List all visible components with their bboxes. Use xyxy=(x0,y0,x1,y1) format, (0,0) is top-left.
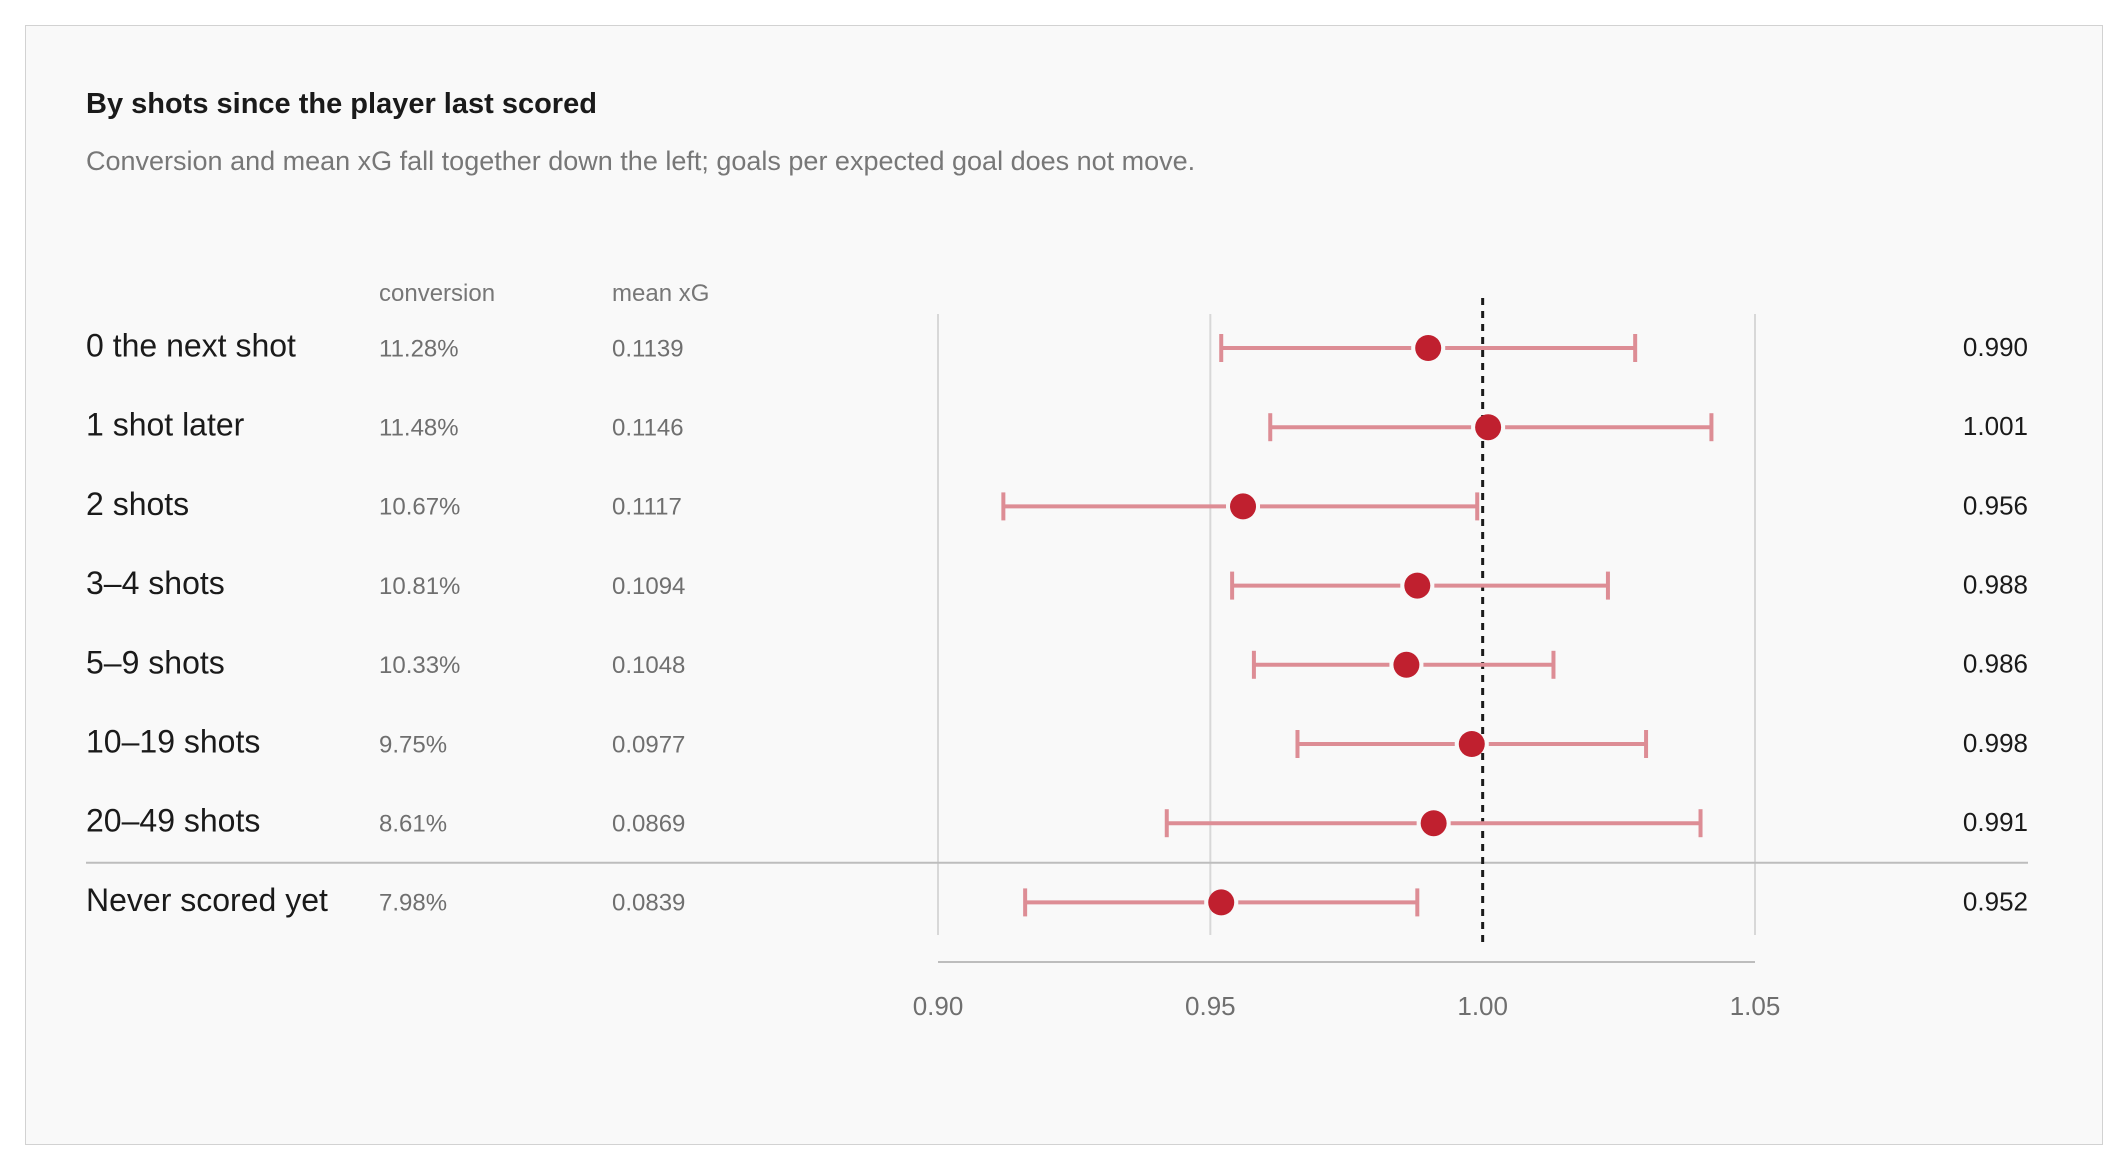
ratio-value: 0.990 xyxy=(1963,332,2028,362)
row-label: 5–9 shots xyxy=(86,644,225,680)
row-label: Never scored yet xyxy=(86,882,328,918)
ratio-value: 0.986 xyxy=(1963,649,2028,679)
mean-xg-value: 0.1117 xyxy=(612,494,682,521)
row-label: 3–4 shots xyxy=(86,565,225,601)
point-estimate xyxy=(1458,731,1485,757)
mean-xg-value: 0.1048 xyxy=(612,652,685,679)
point-estimate xyxy=(1230,493,1257,520)
mean-xg-column-header: mean xG xyxy=(612,280,710,307)
point-estimate xyxy=(1420,810,1447,837)
point-estimate xyxy=(1415,335,1442,361)
point-estimate xyxy=(1208,889,1235,916)
row-label: 1 shot later xyxy=(86,407,245,443)
mean-xg-value: 0.1146 xyxy=(612,415,684,442)
chart-subtitle: Conversion and mean xG fall together dow… xyxy=(86,146,1196,176)
conversion-value: 11.48% xyxy=(379,415,459,442)
row-label: 10–19 shots xyxy=(86,723,260,759)
conversion-value: 10.67% xyxy=(379,494,460,521)
ratio-value: 0.988 xyxy=(1963,569,2028,599)
point-estimate xyxy=(1475,414,1502,441)
mean-xg-value: 0.1094 xyxy=(612,573,685,600)
conversion-value: 11.28% xyxy=(379,335,459,362)
row-label: 20–49 shots xyxy=(86,803,260,839)
mean-xg-value: 0.0839 xyxy=(612,890,685,917)
ratio-value: 1.001 xyxy=(1963,411,2028,441)
ratio-value: 0.956 xyxy=(1963,490,2028,520)
mean-xg-value: 0.1139 xyxy=(612,335,684,362)
ratio-value: 0.998 xyxy=(1963,728,2028,758)
x-tick-label: 0.90 xyxy=(913,991,964,1021)
ratio-value: 0.991 xyxy=(1963,807,2028,837)
conversion-value: 9.75% xyxy=(379,731,447,758)
row-label: 0 the next shot xyxy=(86,327,296,363)
ratio-value: 0.952 xyxy=(1963,886,2028,916)
row-label: 2 shots xyxy=(86,486,189,522)
mean-xg-value: 0.0977 xyxy=(612,731,685,758)
x-tick-label: 0.95 xyxy=(1185,991,1236,1021)
x-tick-label: 1.00 xyxy=(1457,991,1508,1021)
chart-title: By shots since the player last scored xyxy=(86,88,597,120)
conversion-value: 10.33% xyxy=(379,652,460,679)
chart-card xyxy=(25,25,2103,1145)
point-estimate xyxy=(1404,572,1431,599)
x-tick-label: 1.05 xyxy=(1730,991,1781,1021)
point-estimate xyxy=(1393,651,1420,678)
conversion-column-header: conversion xyxy=(379,280,496,307)
conversion-value: 8.61% xyxy=(379,811,447,838)
mean-xg-value: 0.0869 xyxy=(612,811,685,838)
conversion-value: 10.81% xyxy=(379,573,460,600)
conversion-value: 7.98% xyxy=(379,890,447,917)
